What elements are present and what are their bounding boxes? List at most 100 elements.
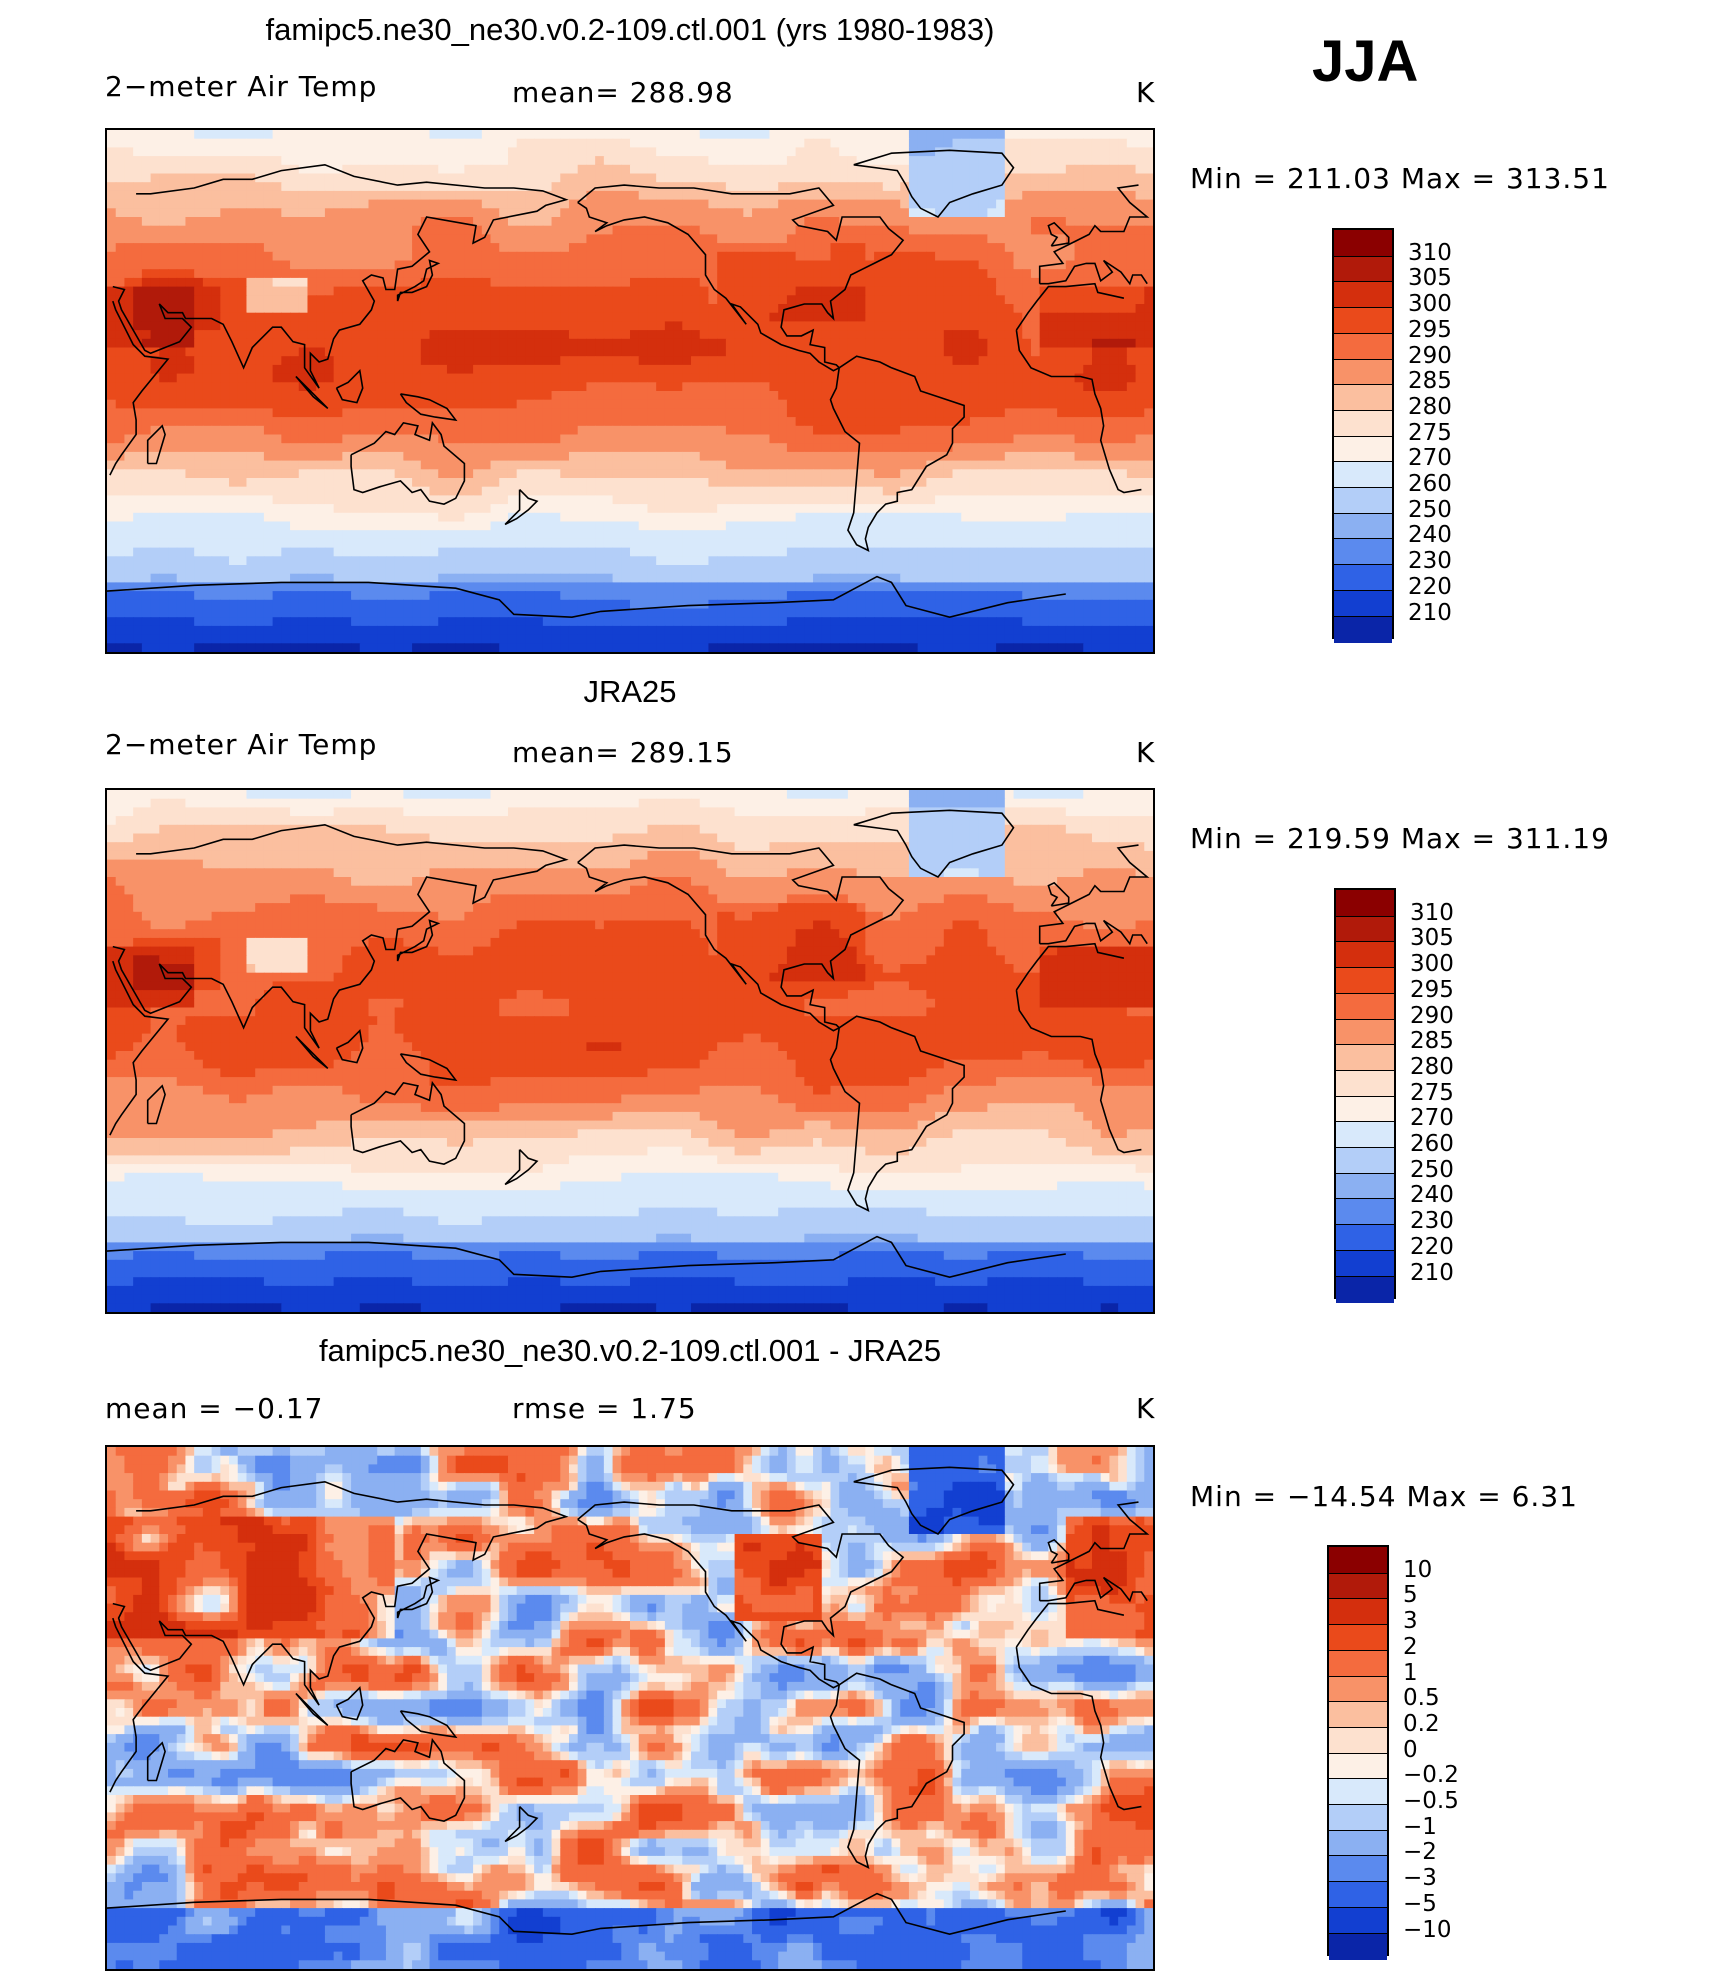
field-cell (673, 217, 683, 227)
field-cell (734, 147, 744, 157)
field-cell (577, 382, 588, 392)
field-cell (935, 130, 945, 140)
field-cell (551, 251, 561, 262)
field-cell (490, 260, 500, 270)
field-cell (159, 295, 169, 305)
field-cell (429, 304, 439, 314)
field-cell (507, 234, 518, 244)
field-cell (281, 347, 291, 357)
field-cell (882, 260, 893, 270)
field-cell (926, 338, 936, 349)
field-cell (255, 225, 265, 235)
field-cell (194, 338, 204, 349)
field-cell (194, 408, 204, 418)
field-cell (908, 451, 919, 462)
field-cell (176, 190, 187, 201)
field-cell (324, 391, 335, 401)
field-cell (1030, 199, 1041, 209)
field-cell (1039, 321, 1049, 331)
field-cell (272, 451, 282, 462)
field-cell (481, 417, 492, 427)
field-cell (551, 182, 561, 192)
field-cell (1091, 295, 1102, 305)
field-cell (1013, 217, 1023, 227)
field-cell (429, 147, 439, 157)
field-cell (107, 173, 117, 183)
field-cell (847, 425, 858, 436)
field-cell (987, 156, 997, 166)
field-cell (412, 269, 422, 279)
field-cell (743, 469, 753, 479)
field-cell (839, 243, 849, 253)
field-cell (1144, 408, 1153, 418)
field-cell (333, 217, 343, 227)
field-cell (908, 364, 919, 375)
field-cell (1022, 225, 1032, 235)
field-cell (359, 373, 370, 383)
field-cell (290, 460, 300, 470)
field-cell (577, 208, 588, 218)
field-cell (882, 356, 893, 366)
field-cell (342, 451, 352, 462)
field-cell (1135, 451, 1145, 462)
field-cell (316, 321, 326, 331)
field-cell (830, 147, 840, 157)
field-cell (577, 156, 588, 166)
field-cell (176, 443, 187, 453)
field-cell (272, 417, 282, 427)
field-cell (813, 364, 823, 375)
field-cell (1135, 277, 1145, 288)
field-cell (1109, 460, 1119, 470)
field-cell (900, 443, 910, 453)
field-cell (603, 199, 614, 209)
field-cell (891, 260, 901, 270)
field-cell (708, 277, 718, 288)
field-cell (786, 286, 797, 296)
field-cell (952, 434, 962, 444)
field-cell (647, 364, 657, 375)
field-cell (743, 425, 753, 436)
field-cell (403, 330, 413, 340)
field-cell (839, 399, 849, 409)
field-cell (385, 243, 396, 253)
field-cell (220, 443, 230, 453)
field-cell (159, 286, 169, 296)
field-cell (255, 364, 265, 375)
field-cell (865, 251, 875, 262)
field-cell (769, 147, 779, 157)
field-cell (429, 217, 439, 227)
field-cell (1048, 451, 1058, 462)
field-cell (1091, 164, 1102, 175)
field-cell (385, 382, 396, 392)
field-cell (237, 147, 248, 157)
field-cell (560, 182, 570, 192)
field-cell (769, 382, 779, 392)
field-cell (656, 321, 666, 331)
field-cell (1109, 399, 1119, 409)
field-cell (560, 347, 570, 357)
field-cell (211, 469, 221, 479)
field-cell (1135, 408, 1145, 418)
field-cell (359, 156, 370, 166)
field-cell (664, 478, 675, 488)
field-cell (507, 164, 518, 175)
field-cell (734, 199, 744, 209)
field-cell (211, 295, 221, 305)
field-cell (760, 277, 771, 288)
field-cell (499, 208, 509, 218)
field-cell (507, 338, 518, 349)
field-cell (202, 182, 213, 192)
field-cell (752, 243, 762, 253)
field-cell (1118, 260, 1128, 270)
field-cell (1013, 286, 1023, 296)
field-cell (150, 156, 160, 166)
field-cell (1074, 460, 1084, 470)
field-cell (272, 425, 282, 436)
field-cell (760, 217, 771, 227)
field-cell (978, 443, 988, 453)
field-cell (1091, 304, 1102, 314)
field-cell (630, 217, 640, 227)
field-cell (1074, 469, 1084, 479)
field-cell (246, 356, 256, 366)
field-cell (778, 173, 788, 183)
